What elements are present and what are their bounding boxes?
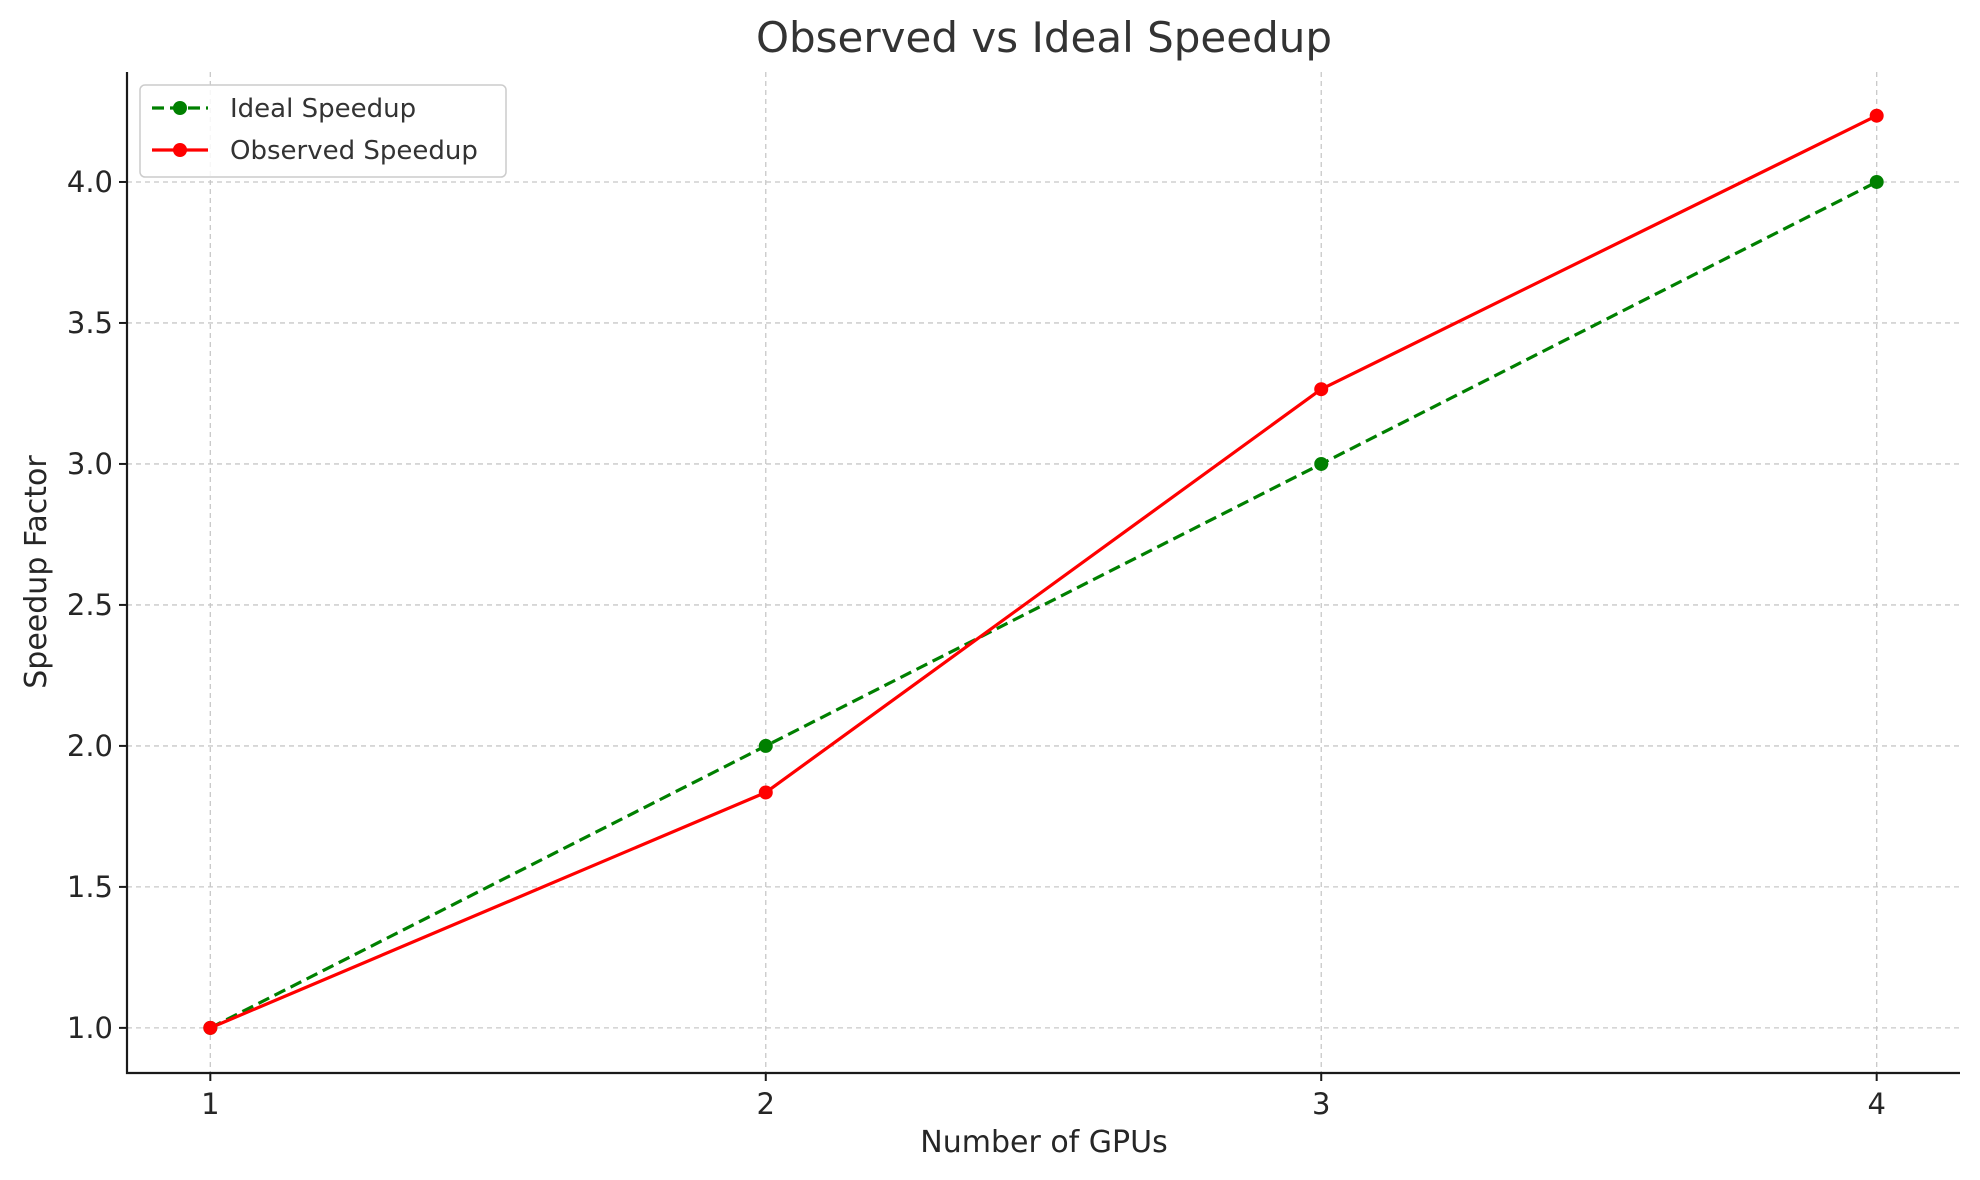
y-tick-label: 1.0 <box>67 1011 113 1045</box>
series-point-1 <box>1314 382 1329 397</box>
y-tick-label: 2.5 <box>67 588 113 622</box>
x-tick-label: 1 <box>201 1087 219 1121</box>
legend-label-ideal: Ideal Speedup <box>230 94 416 124</box>
y-axis-title: Speedup Factor <box>19 455 54 689</box>
y-tick-label: 2.0 <box>67 729 113 763</box>
series-point-1 <box>1869 108 1884 123</box>
chart-title: Observed vs Ideal Speedup <box>756 13 1332 62</box>
legend-box <box>139 84 507 178</box>
legend-marker-observed <box>173 143 187 157</box>
y-tick-label: 3.0 <box>67 447 113 481</box>
legend-marker-ideal <box>173 101 187 115</box>
axis-spines <box>125 72 1960 1075</box>
series-layer <box>203 108 1884 1035</box>
series-line-0 <box>209 180 1878 1030</box>
axes-layer: 1 2 3 4 1.0 1.5 2.0 2.5 3.0 3.5 4.0 <box>67 72 1960 1121</box>
legend-label-observed: Observed Speedup <box>230 136 478 166</box>
grid-layer <box>127 72 1960 1073</box>
legend: Ideal Speedup Observed Speedup <box>139 84 507 178</box>
y-tick-label: 3.5 <box>67 306 113 340</box>
y-tick-label: 1.5 <box>67 870 113 904</box>
series-line-1 <box>209 114 1878 1030</box>
series-point-0 <box>1869 174 1884 189</box>
x-tick-label: 4 <box>1867 1087 1885 1121</box>
x-axis-title: Number of GPUs <box>920 1125 1167 1160</box>
series-point-0 <box>758 738 773 753</box>
y-tick-label: 4.0 <box>67 165 113 199</box>
series-point-0 <box>1314 456 1329 471</box>
series-point-1 <box>203 1020 218 1035</box>
x-tick-label: 3 <box>1312 1087 1330 1121</box>
x-tick-label: 2 <box>757 1087 775 1121</box>
series-point-1 <box>758 785 773 800</box>
